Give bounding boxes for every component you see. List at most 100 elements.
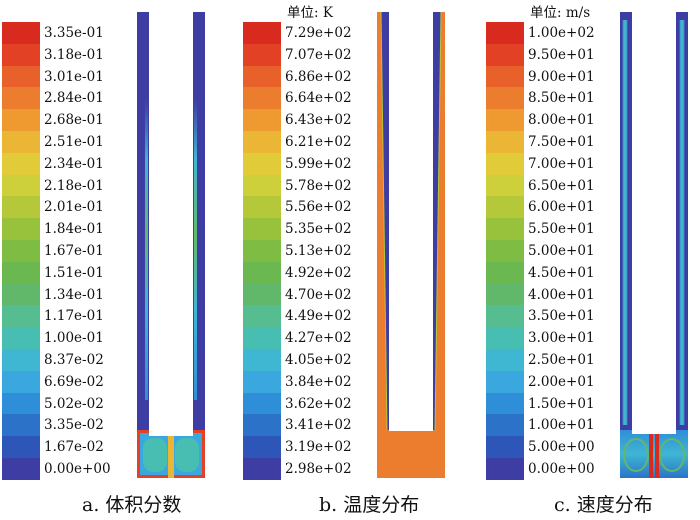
colorbar-tick-label: 5.56e+02 bbox=[285, 199, 352, 216]
colorbar-swatch bbox=[2, 436, 40, 458]
colorbar-swatch bbox=[243, 109, 281, 131]
colorbar-tick-label: 2.34e-01 bbox=[44, 155, 104, 172]
colorbar-swatch bbox=[486, 109, 524, 131]
colorbar-swatch bbox=[2, 392, 40, 415]
colorbar-swatch bbox=[2, 43, 40, 66]
colorbar-swatch bbox=[243, 392, 281, 415]
colorbar-swatch bbox=[243, 370, 281, 393]
colorbar-tick-label: 7.07e+02 bbox=[285, 46, 352, 63]
colorbar-tick-label: 3.00e+01 bbox=[528, 330, 595, 347]
colorbar-tick-label: 1.84e-01 bbox=[44, 221, 104, 238]
colorbar-tick-label: 7.50e+01 bbox=[528, 134, 595, 150]
colorbar-swatch bbox=[2, 349, 40, 371]
colorbar-swatch bbox=[243, 65, 281, 88]
colorbar-swatch bbox=[243, 327, 281, 349]
colorbar-unit-label: 单位: m/s bbox=[530, 5, 591, 21]
colorbar-swatch bbox=[486, 131, 524, 153]
colorbar-swatch bbox=[486, 370, 524, 393]
colorbar-swatch bbox=[2, 87, 40, 110]
colorbar-tick-label: 5.00e+00 bbox=[528, 439, 595, 456]
colorbar-tick-label: 8.37e-02 bbox=[44, 352, 104, 368]
colorbar-tick-label: 3.62e+02 bbox=[285, 395, 352, 412]
colorbar-swatch bbox=[243, 174, 281, 197]
colorbar-tick-label: 9.00e+01 bbox=[528, 68, 595, 85]
colorbar-tick-label: 0.00e+00 bbox=[528, 461, 595, 477]
colorbar-swatch bbox=[243, 458, 281, 480]
colorbar-swatch bbox=[243, 261, 281, 284]
colorbar-tick-label: 1.34e-01 bbox=[44, 286, 104, 303]
colorbar-tick-label: 6.21e+02 bbox=[285, 134, 352, 150]
colorbar-tick-label: 2.68e-01 bbox=[44, 112, 104, 129]
panel-volume-fraction: 3.35e-01 3.18e-01 3.01e-01 2.84e-01 2.68e-01… bbox=[0, 0, 233, 520]
colorbar-swatch bbox=[2, 370, 40, 393]
colorbar-tick-label: 9.50e+01 bbox=[528, 46, 595, 63]
colorbar-unit-label: 单位: K bbox=[287, 5, 333, 21]
colorbar-tick-label: 3.18e-01 bbox=[44, 46, 104, 63]
colorbar-tick-label: 3.50e+01 bbox=[528, 308, 595, 325]
colorbar-swatch bbox=[486, 261, 524, 284]
colorbar-swatch bbox=[2, 218, 40, 240]
colorbar-tick-label: 6.00e+01 bbox=[528, 199, 595, 216]
colorbar-swatch bbox=[2, 458, 40, 480]
colorbar-tick-label: 4.70e+02 bbox=[285, 286, 352, 303]
colorbar-swatch bbox=[486, 43, 524, 66]
colorbar-swatch bbox=[243, 87, 281, 110]
colorbar-tick-label: 2.00e+01 bbox=[528, 373, 595, 390]
colorbar-swatch bbox=[486, 174, 524, 197]
colorbar-swatch bbox=[243, 349, 281, 371]
contour-plot-velocity bbox=[618, 10, 692, 480]
colorbar-tick-label: 1.67e-02 bbox=[44, 439, 104, 456]
colorbar-tick-label: 3.35e-02 bbox=[44, 417, 104, 434]
colorbar-tick-label: 5.02e-02 bbox=[44, 395, 104, 412]
colorbar-tick-label: 6.50e+01 bbox=[528, 177, 595, 194]
colorbar-tick-label: 8.00e+01 bbox=[528, 112, 595, 129]
contour-plot-volume-fraction bbox=[135, 10, 209, 480]
colorbar-tick-label: 3.84e+02 bbox=[285, 373, 352, 390]
colorbar-swatch bbox=[486, 22, 524, 44]
colorbar-swatch bbox=[243, 43, 281, 66]
colorbar-swatch bbox=[486, 436, 524, 458]
caption-temperature: b. 温度分布 bbox=[319, 494, 420, 516]
colorbar-tick-label: 5.99e+02 bbox=[285, 155, 352, 172]
colorbar-tick-label: 8.50e+01 bbox=[528, 90, 595, 107]
colorbar-tick-label: 1.51e-01 bbox=[44, 264, 104, 281]
colorbar-swatch bbox=[2, 305, 40, 328]
colorbar-swatch bbox=[2, 240, 40, 262]
colorbar-swatch bbox=[486, 458, 524, 480]
colorbar-swatch bbox=[243, 436, 281, 458]
colorbar-tick-label: 0.00e+00 bbox=[44, 461, 111, 477]
colorbar-tick-label: 2.01e-01 bbox=[44, 199, 104, 216]
colorbar-swatch bbox=[2, 414, 40, 437]
colorbar-tick-label: 1.50e+01 bbox=[528, 395, 595, 412]
colorbar-swatch bbox=[2, 196, 40, 219]
colorbar-swatch bbox=[243, 196, 281, 219]
colorbar-swatch bbox=[486, 65, 524, 88]
colorbar-tick-label: 2.18e-01 bbox=[44, 177, 104, 194]
colorbar-tick-label: 3.41e+02 bbox=[285, 417, 352, 434]
colorbar-tick-label: 3.01e-01 bbox=[44, 68, 104, 85]
colorbar-tick-label: 5.13e+02 bbox=[285, 243, 352, 259]
colorbar-swatch bbox=[2, 131, 40, 153]
colorbar-tick-label: 1.67e-01 bbox=[44, 243, 104, 259]
colorbar-swatch bbox=[486, 196, 524, 219]
panel-temperature: 7.29e+02 7.07e+02 6.86e+02 6.64e+02 6.43e+02… bbox=[241, 0, 474, 520]
colorbar-swatch bbox=[486, 392, 524, 415]
colorbar-tick-label: 1.00e+02 bbox=[528, 25, 595, 41]
colorbar-swatch bbox=[2, 22, 40, 44]
colorbar-swatch bbox=[2, 174, 40, 197]
colorbar-tick-label: 1.17e-01 bbox=[44, 308, 104, 325]
colorbar-swatch bbox=[243, 152, 281, 175]
colorbar-tick-label: 3.19e+02 bbox=[285, 439, 352, 456]
colorbar-tick-label: 5.35e+02 bbox=[285, 221, 352, 238]
colorbar-tick-label: 4.00e+01 bbox=[528, 286, 595, 303]
colorbar-swatch bbox=[243, 131, 281, 153]
colorbar-swatch bbox=[2, 261, 40, 284]
colorbar-swatch bbox=[486, 414, 524, 437]
colorbar-tick-label: 6.43e+02 bbox=[285, 112, 352, 129]
colorbar-swatch bbox=[2, 152, 40, 175]
colorbar-tick-label: 4.49e+02 bbox=[285, 308, 352, 325]
colorbar-swatch bbox=[243, 218, 281, 240]
contour-plot-temperature bbox=[375, 10, 449, 480]
colorbar-tick-label: 4.27e+02 bbox=[285, 330, 352, 347]
bottom-chamber bbox=[620, 430, 688, 478]
